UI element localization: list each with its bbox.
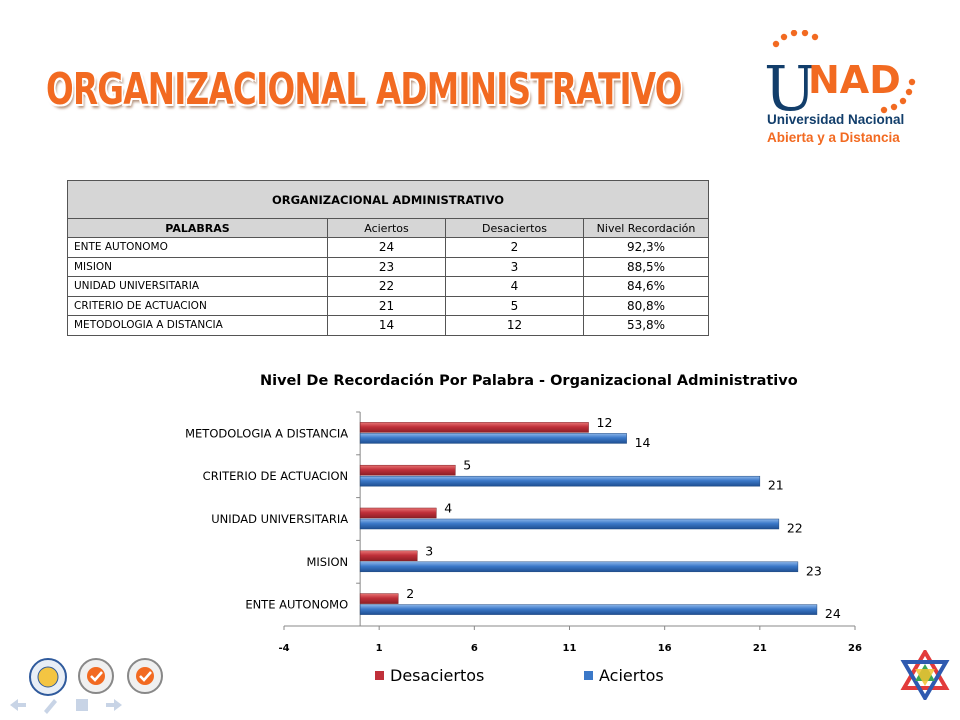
x-tick-label: 6: [471, 643, 478, 654]
x-tick-label: 1: [376, 643, 383, 654]
category-label: UNIDAD UNIVERSITARIA: [211, 512, 348, 526]
cell-nivel: 53,8%: [583, 315, 709, 336]
logo-dots: [772, 30, 916, 114]
legend-swatch-aciertos: [584, 671, 593, 680]
logo-nad: NAD: [808, 58, 901, 102]
bar-aciertos: [359, 433, 627, 444]
table-row: UNIDAD UNIVERSITARIA 22 4 84,6%: [67, 276, 709, 297]
chart-title: Nivel De Recordación Por Palabra - Organ…: [260, 373, 798, 389]
legend-label-aciertos: Aciertos: [599, 666, 664, 685]
x-tick-label: 26: [848, 643, 862, 654]
table-row: MISION 23 3 88,5%: [67, 256, 709, 277]
category-label: ENTE AUTONOMO: [245, 598, 348, 612]
x-tick-label: 11: [563, 643, 577, 654]
bar-desaciertos: [359, 464, 456, 476]
col-header-desaciertos: Desaciertos: [445, 218, 584, 238]
menu-icon: [76, 699, 88, 711]
data-label-desaciertos: 12: [597, 415, 613, 430]
category-label: MISION: [306, 555, 348, 569]
data-label-aciertos: 14: [635, 435, 651, 450]
logo-u: U: [764, 52, 816, 125]
cell-palabra: METODOLOGIA A DISTANCIA: [67, 315, 328, 336]
category-label: METODOLOGIA A DISTANCIA: [185, 426, 348, 440]
cell-palabra: UNIDAD UNIVERSITARIA: [67, 276, 328, 297]
x-tick-label: 16: [658, 643, 672, 654]
cell-nivel: 80,8%: [583, 295, 709, 316]
col-header-nivel: Nivel Recordación: [583, 218, 709, 238]
bar-aciertos: [359, 561, 799, 573]
data-label-aciertos: 24: [825, 606, 841, 621]
results-table: ORGANIZACIONAL ADMINISTRATIVO PALABRAS A…: [67, 180, 709, 336]
x-tick-label: -4: [278, 643, 289, 654]
col-header-aciertos: Aciertos: [327, 218, 446, 238]
legend-label-desaciertos: Desaciertos: [390, 666, 485, 685]
logo-line1: Universidad Nacional: [767, 112, 905, 127]
legend-item-desaciertos: Desaciertos: [375, 666, 484, 685]
table-row: CRITERIO DE ACTUACION 21 5 80,8%: [67, 295, 709, 316]
cell-palabra: CRITERIO DE ACTUACION: [67, 295, 328, 316]
bar-desaciertos: [359, 550, 418, 562]
bar-desaciertos: [359, 422, 589, 433]
table-header-row: PALABRAS Aciertos Desaciertos Nivel Reco…: [67, 218, 709, 238]
data-label-aciertos: 21: [768, 478, 784, 493]
sgs-badge-icon: [78, 658, 114, 694]
logo-line2: Abierta y a Distancia: [767, 130, 900, 145]
legend-swatch-desaciertos: [375, 671, 384, 680]
pen-icon: [44, 699, 57, 714]
prev-arrow-icon: [10, 699, 26, 711]
data-label-aciertos: 22: [787, 521, 803, 536]
colombia-seal-icon: [29, 658, 67, 696]
cell-nivel: 84,6%: [583, 276, 709, 297]
next-arrow-icon: [106, 699, 122, 711]
table-caption: ORGANIZACIONAL ADMINISTRATIVO: [67, 180, 709, 219]
x-tick-label: 21: [753, 643, 767, 654]
star-logo-icon: [900, 650, 950, 700]
bar-desaciertos: [359, 507, 437, 519]
slide-navigation[interactable]: [6, 696, 126, 714]
sgs-badge-icon: [127, 658, 163, 694]
table-row: METODOLOGIA A DISTANCIA 14 12 53,8%: [67, 315, 709, 336]
data-label-desaciertos: 2: [406, 586, 414, 601]
unad-logo: U NAD: [764, 30, 916, 125]
bar-aciertos: [359, 518, 780, 530]
col-header-palabras: PALABRAS: [67, 218, 328, 238]
data-label-desaciertos: 4: [444, 501, 452, 516]
category-label: CRITERIO DE ACTUACION: [203, 469, 348, 483]
data-label-aciertos: 23: [806, 563, 822, 578]
data-label-desaciertos: 5: [463, 458, 471, 473]
slide-title: ORGANIZACIONAL ADMINISTRATIVO: [46, 64, 682, 115]
data-label-desaciertos: 3: [425, 543, 433, 558]
certification-logos: [29, 658, 163, 696]
bar-aciertos: [359, 604, 818, 615]
cell-nivel: 88,5%: [583, 256, 709, 277]
cell-aciertos: 21: [327, 295, 446, 316]
bar-aciertos: [359, 475, 761, 487]
bar-desaciertos: [359, 593, 399, 604]
legend-item-aciertos: Aciertos: [584, 666, 664, 685]
